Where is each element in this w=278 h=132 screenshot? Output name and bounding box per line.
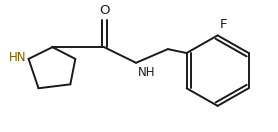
Text: NH: NH — [138, 66, 155, 79]
Text: HN: HN — [9, 51, 27, 64]
Text: F: F — [220, 18, 227, 32]
Text: O: O — [99, 4, 110, 17]
